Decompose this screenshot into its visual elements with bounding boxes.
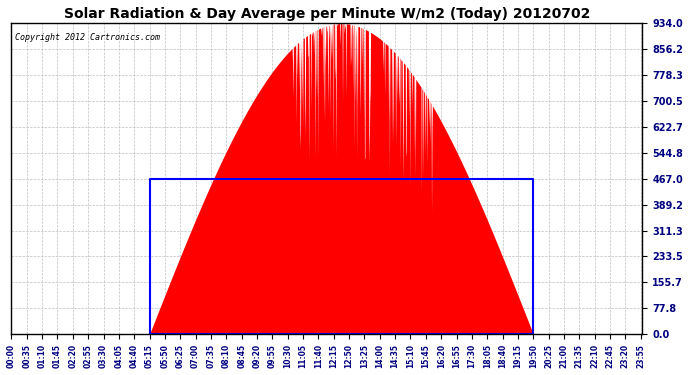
- Text: Copyright 2012 Cartronics.com: Copyright 2012 Cartronics.com: [14, 33, 159, 42]
- Title: Solar Radiation & Day Average per Minute W/m2 (Today) 20120702: Solar Radiation & Day Average per Minute…: [63, 7, 590, 21]
